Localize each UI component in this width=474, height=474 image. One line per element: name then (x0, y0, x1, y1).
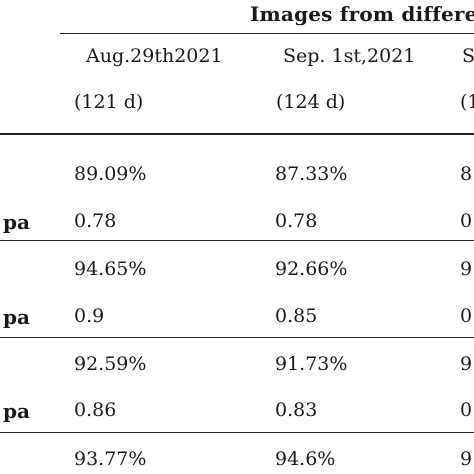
col-header-date: Sep. 1st,2021 (283, 45, 416, 67)
table-cell: 0.78 (275, 210, 318, 232)
table-cell: 9 (460, 258, 473, 280)
table-cell: 0.78 (74, 210, 117, 232)
table-cell: 0 (460, 305, 473, 327)
row-label: pa (3, 210, 30, 234)
table-cell: 91.73% (275, 353, 348, 375)
col-header-days: (121 d) (74, 91, 144, 113)
row-divider (0, 432, 474, 433)
row-divider (0, 337, 474, 338)
table-cell: 93.77% (74, 448, 147, 470)
col-header-date: Aug.29th2021 (86, 45, 223, 67)
row-label: pa (3, 305, 30, 329)
header-bottom-rule (0, 133, 474, 135)
table-cell: 0 (460, 399, 473, 421)
table-cell: 94.65% (74, 258, 147, 280)
col-header-date: S (462, 45, 474, 67)
col-header-days: (124 d) (276, 91, 346, 113)
table-cell: 87.33% (275, 163, 348, 185)
table-cell: 9 (460, 353, 473, 375)
table-cell: 0.9 (74, 305, 105, 327)
row-label: pa (3, 399, 30, 423)
table-cell: 8 (460, 163, 473, 185)
header-underline (60, 33, 474, 34)
table-cell: 92.59% (74, 353, 147, 375)
group-header: Images from differe (250, 2, 474, 26)
table-cell: 9 (460, 448, 473, 470)
row-divider (0, 240, 474, 241)
table-cell: 0 (460, 210, 473, 232)
table-cell: 0.86 (74, 399, 117, 421)
table-cell: 0.83 (275, 399, 318, 421)
table-cell: 92.66% (275, 258, 348, 280)
col-header-days: (1 (460, 91, 474, 113)
table-cell: 89.09% (74, 163, 147, 185)
table-cell: 0.85 (275, 305, 318, 327)
table-cell: 94.6% (275, 448, 336, 470)
